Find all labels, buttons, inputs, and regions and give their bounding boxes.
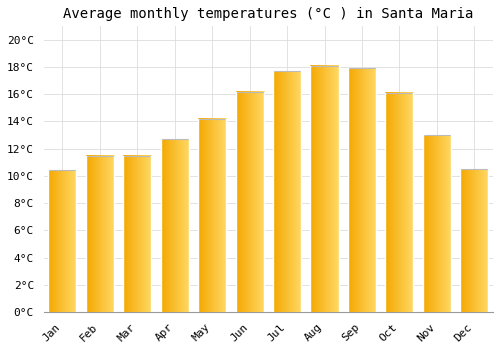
Title: Average monthly temperatures (°C ) in Santa Maria: Average monthly temperatures (°C ) in Sa… (63, 7, 474, 21)
